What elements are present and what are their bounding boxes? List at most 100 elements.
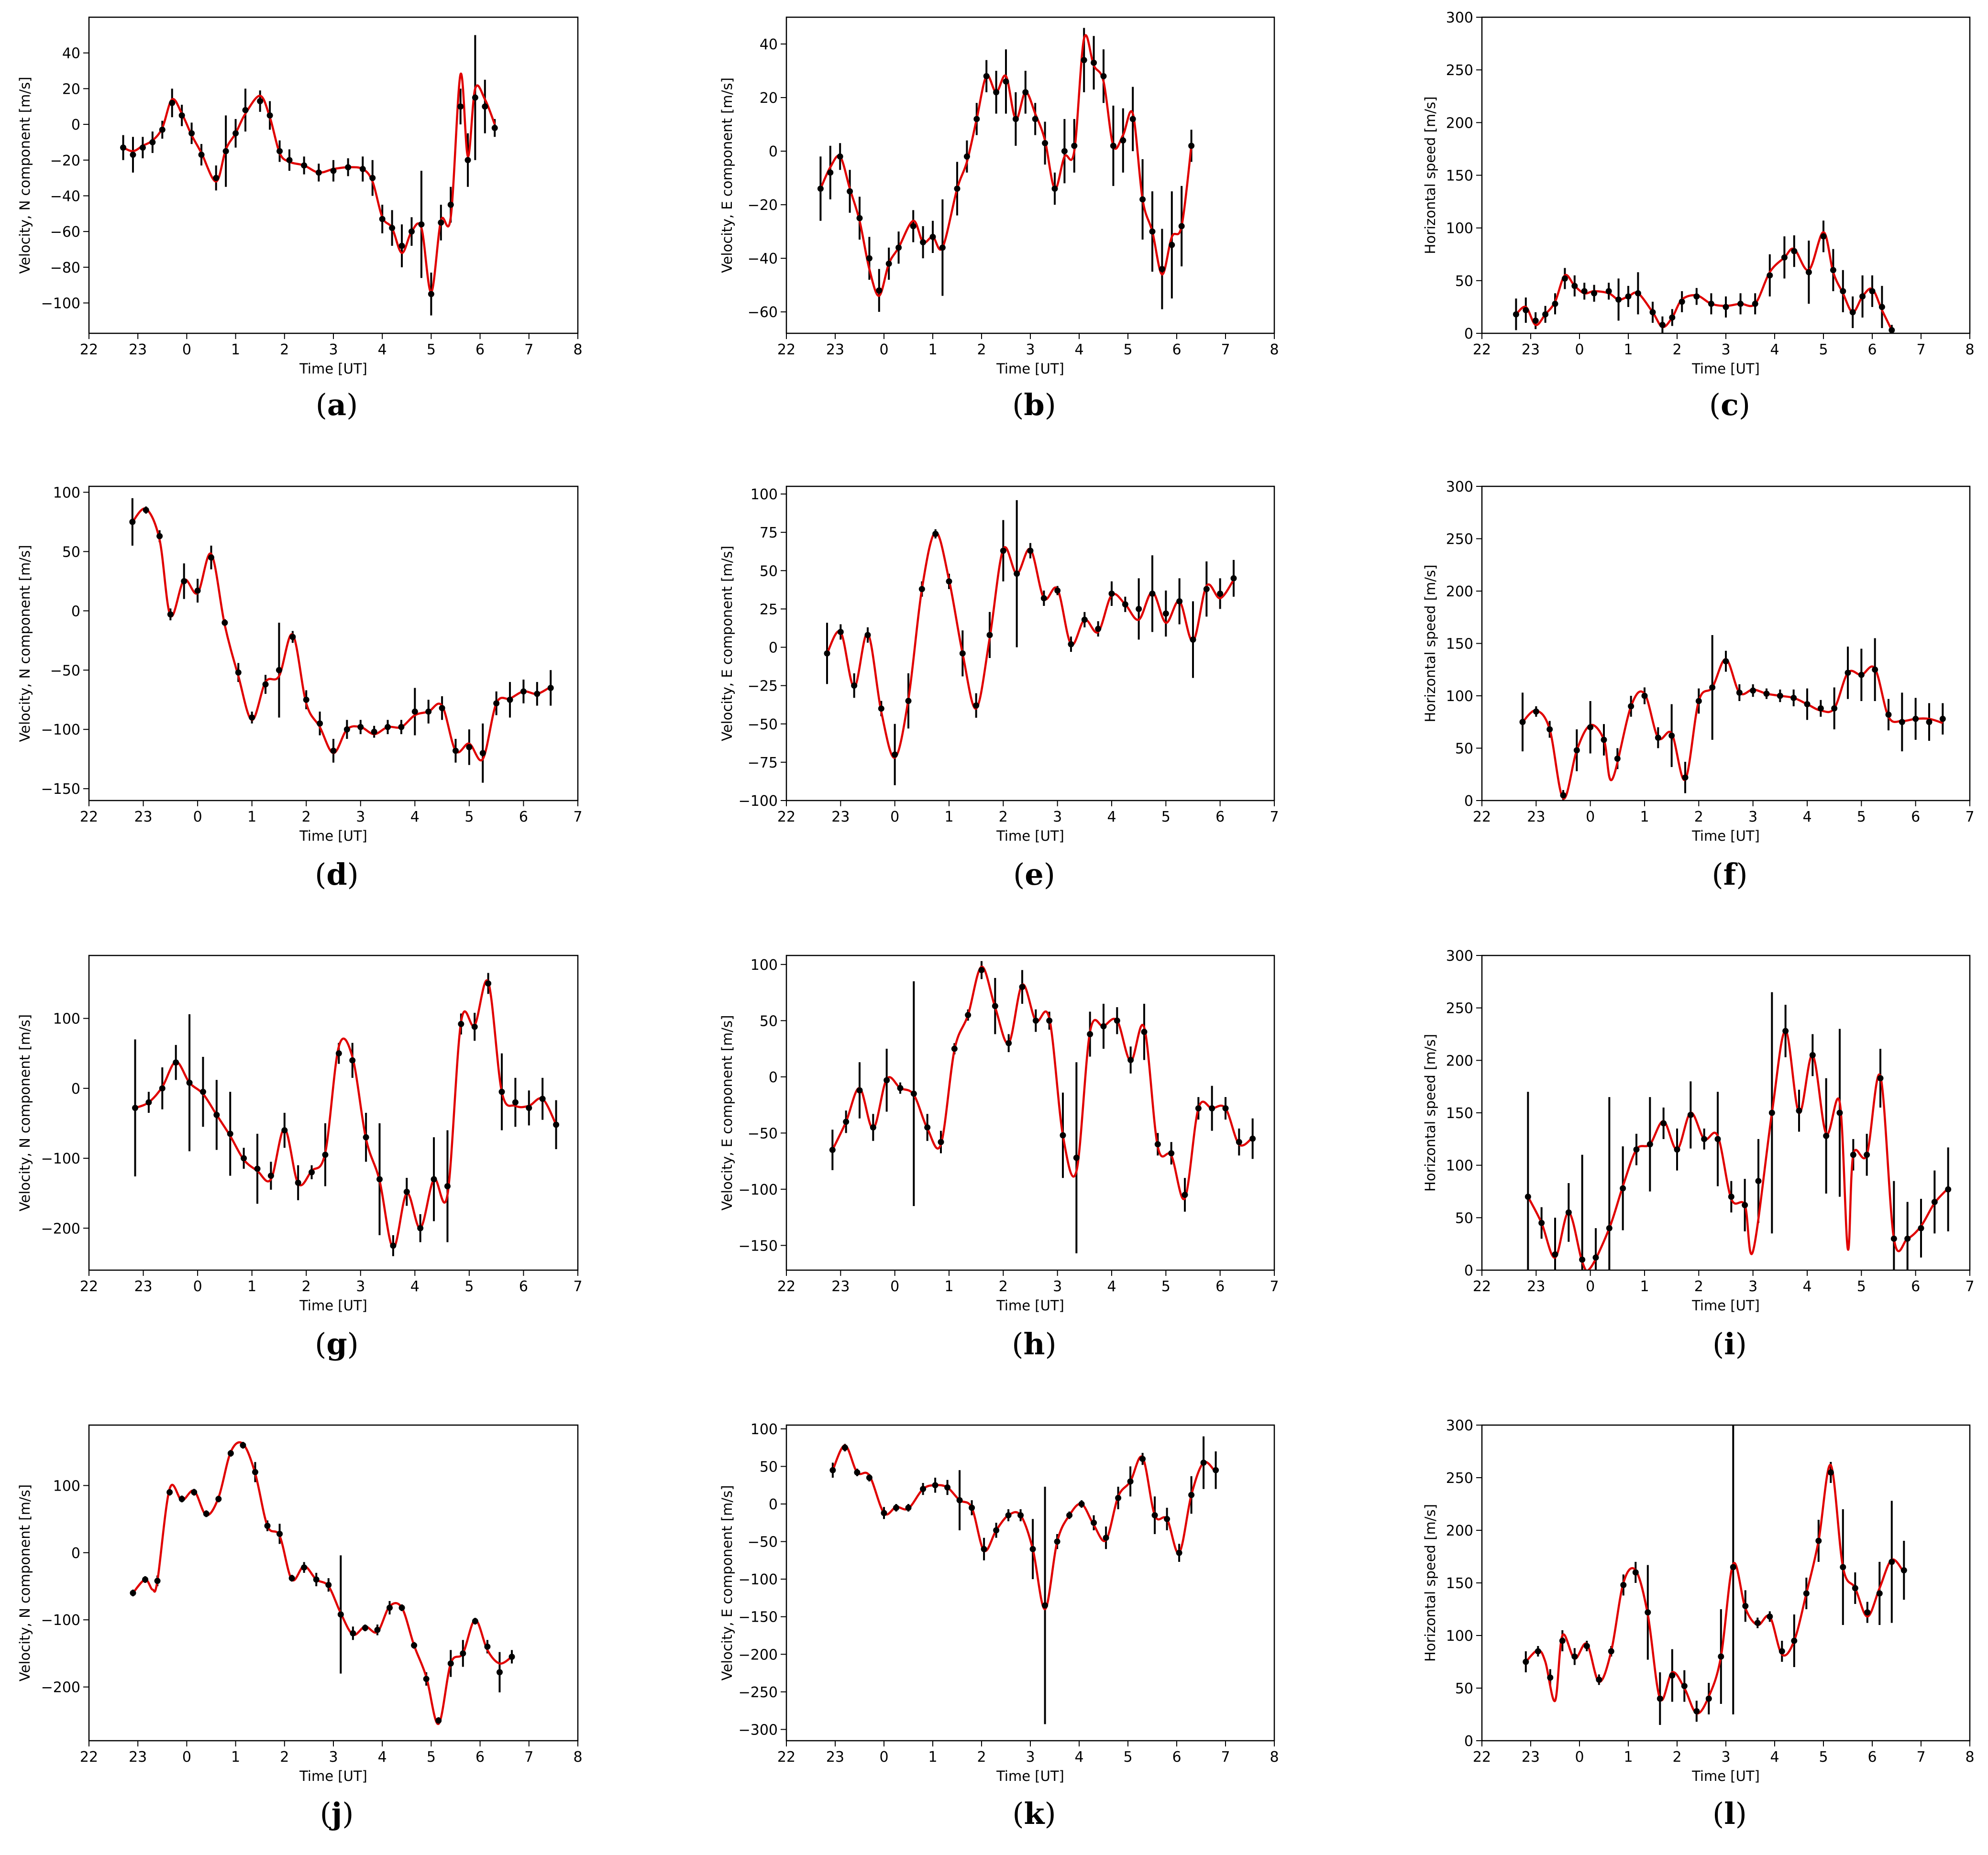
y-axis-label: Velocity, N component [m/s] (17, 1014, 33, 1211)
plot-area-g (132, 973, 560, 1256)
data-point (1669, 314, 1676, 321)
x-tick-label: 23 (1522, 1749, 1540, 1766)
data-point (905, 1504, 912, 1511)
data-point (1054, 587, 1061, 594)
y-axis-label: Velocity, N component [m/s] (17, 545, 33, 742)
data-point (1019, 984, 1026, 990)
data-point (1127, 1057, 1134, 1064)
data-point (359, 165, 366, 172)
data-point (864, 632, 871, 638)
data-point (1660, 1120, 1667, 1127)
data-point (1709, 684, 1716, 691)
y-tick-label: 200 (1446, 1523, 1473, 1539)
x-axis-label: Time [UT] (996, 361, 1064, 377)
data-point (286, 157, 293, 164)
x-axis-label: Time [UT] (996, 1297, 1064, 1314)
data-point (526, 1105, 532, 1111)
data-point (1203, 586, 1210, 593)
data-point (295, 1179, 301, 1186)
data-point (188, 130, 195, 137)
data-point (829, 1467, 836, 1473)
data-point (276, 1530, 283, 1537)
data-point (142, 1576, 149, 1583)
x-tick-label: 5 (427, 1749, 436, 1766)
x-tick-label: 4 (1107, 1278, 1116, 1295)
x-tick-label: 7 (1221, 1749, 1230, 1766)
y-tick-label: 250 (1446, 62, 1473, 79)
data-point (1655, 735, 1661, 741)
y-tick-label: 0 (769, 1496, 778, 1513)
x-tick-label: 3 (1721, 1749, 1730, 1766)
data-point (1087, 1031, 1093, 1037)
data-point (1040, 595, 1047, 602)
data-point (837, 153, 843, 160)
data-point (350, 1630, 356, 1636)
data-point (1042, 140, 1049, 146)
data-point (227, 1450, 234, 1457)
x-tick-label: 3 (1053, 809, 1062, 825)
data-point (411, 1642, 418, 1649)
panel-label-close: ) (1044, 1796, 1056, 1831)
x-axis-label: Time [UT] (299, 1768, 367, 1784)
x-tick-label: 4 (1770, 1749, 1779, 1766)
y-tick-label: −150 (739, 1238, 778, 1254)
data-point (1755, 1178, 1762, 1185)
x-axis-label: Time [UT] (299, 1297, 367, 1314)
axes-frame (88, 1424, 579, 1742)
data-point (507, 696, 513, 703)
plot-area-e (824, 500, 1237, 785)
data-point (1547, 1674, 1554, 1681)
x-tick-label: 22 (1473, 341, 1491, 358)
axes-frame (785, 16, 1275, 334)
y-tick-label: 25 (760, 601, 778, 618)
y-tick-label: −200 (739, 1646, 778, 1663)
y-tick-label: 100 (751, 486, 778, 503)
x-axis-label: Time [UT] (1691, 1297, 1760, 1314)
plot-area-a (120, 35, 498, 316)
x-tick-label: 2 (977, 341, 986, 358)
data-point (1823, 1132, 1830, 1139)
y-tick-label: −300 (739, 1722, 778, 1738)
y-tick-label: 100 (53, 1478, 80, 1494)
data-point (1791, 248, 1798, 254)
panel-label-open: ( (315, 857, 326, 892)
data-point (181, 578, 188, 584)
data-point (1777, 692, 1783, 699)
data-point (425, 708, 432, 715)
data-point (482, 103, 488, 110)
data-point (932, 1482, 939, 1489)
x-axis-label: Time [UT] (996, 1768, 1064, 1784)
panel-label: (e) (1013, 857, 1055, 892)
x-tick-label: 7 (1270, 809, 1279, 825)
data-point (1601, 736, 1607, 743)
data-point (1230, 575, 1237, 582)
data-point (910, 223, 917, 230)
y-tick-label: −50 (748, 1125, 778, 1142)
data-point (512, 1099, 519, 1106)
x-axis-label: Time [UT] (996, 828, 1064, 844)
data-point (895, 244, 902, 251)
x-tick-label: 0 (890, 1278, 899, 1295)
x-tick-label: 0 (1586, 809, 1595, 825)
data-point (493, 700, 500, 707)
data-point (1073, 1154, 1080, 1161)
data-point (178, 1495, 185, 1502)
y-tick-label: 100 (1446, 220, 1473, 237)
data-point (827, 169, 834, 176)
x-tick-label: 23 (826, 1749, 844, 1766)
data-point (132, 1105, 139, 1111)
panel-label-letter: h (1023, 1327, 1045, 1361)
x-tick-label: 3 (329, 341, 338, 358)
data-point (301, 162, 308, 169)
data-point (1831, 705, 1838, 712)
x-tick-label: 4 (378, 1749, 387, 1766)
x-tick-label: 2 (999, 1278, 1008, 1295)
data-point (1217, 590, 1224, 597)
y-tick-label: 75 (760, 525, 778, 541)
data-point (954, 186, 961, 192)
y-tick-label: 150 (1446, 168, 1473, 185)
data-point (1790, 694, 1797, 701)
y-axis-label: Velocity, N component [m/s] (17, 1484, 33, 1681)
data-point (325, 1581, 332, 1588)
